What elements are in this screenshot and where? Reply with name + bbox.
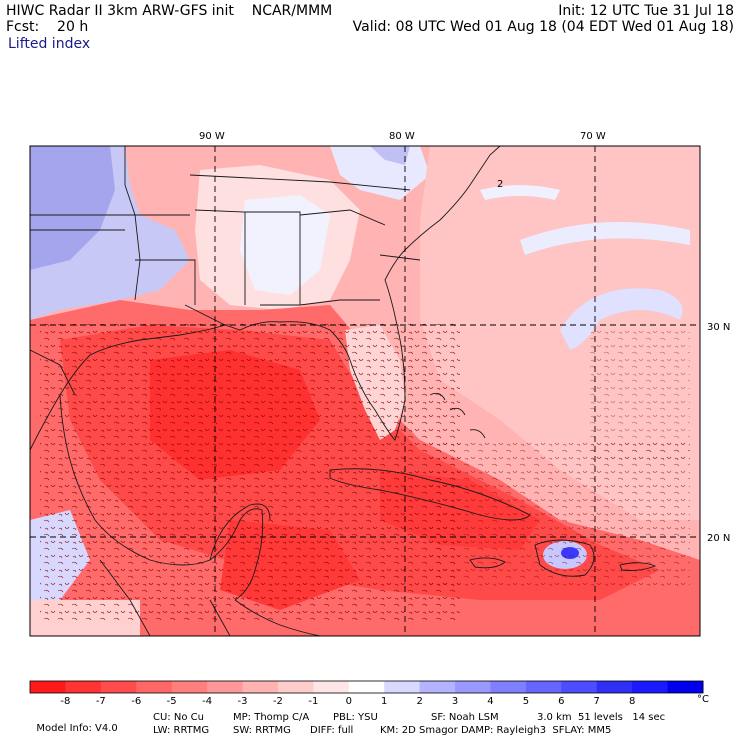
colorbar-swatch [171,681,208,693]
longwave-scheme: LW: RRTMG [153,725,210,736]
colorbar-tick-label: 2 [416,696,423,707]
colorbar-tick-label: 7 [593,696,600,707]
colorbar-tick-label: 6 [558,696,565,707]
colorbar-swatch [207,681,244,693]
init-time: Init: 12 UTC Tue 31 Jul 18 [558,3,734,19]
colorbar-tick-label: -6 [131,696,142,707]
stable-streak-2 [560,288,683,350]
shortwave-scheme: SW: RRTMG [233,725,291,736]
grid-info: 3.0 km 51 levels 14 sec [537,712,666,723]
colorbar-tick-label: -7 [95,696,106,707]
lat-label-20n: 20 N [707,533,730,544]
colorbar-swatch [596,681,633,693]
footer-line-1: Model Info: V4.0 [30,712,118,734]
field-name: Lifted index [8,36,91,52]
colorbar-swatch [277,681,314,693]
product-title: HIWC Radar II 3km ARW-GFS init NCAR/MMM [6,3,333,19]
colorbar [30,681,704,693]
colorbar-tick-label: -4 [202,696,213,707]
stable-core-plains [30,146,115,270]
model-info: Model Info: V4.0 [36,723,118,734]
colorbar-tick-label: -5 [166,696,177,707]
valid-time: Valid: 08 UTC Wed 01 Aug 18 (04 EDT Wed … [352,19,734,35]
colorbar-swatch [525,681,562,693]
neutral-region-alabama [240,195,330,295]
colorbar-tick-label: -8 [60,696,71,707]
colorbar-swatch [561,681,598,693]
lat-lon-grid [30,146,700,636]
colorbar-swatch [348,681,385,693]
diffusion-scheme: DIFF: full [310,725,354,736]
colorbar-swatch [632,681,669,693]
colorbar-swatch [136,681,173,693]
colorbar-swatch [30,681,66,693]
colorbar-swatch [100,681,137,693]
stable-core-northeast [370,146,410,165]
colorbar-tick-label: -2 [272,696,283,707]
colorbar-swatch [384,681,421,693]
colorbar-unit: °C [697,694,709,705]
colorbar-swatch [65,681,102,693]
microphysics-scheme: MP: Thomp C/A [233,712,310,723]
colorbar-frame [29,680,704,694]
colorbar-tick-label: 8 [628,696,636,707]
colorbar-tick-label: 5 [522,696,530,707]
colorbar-swatch [242,681,279,693]
lat-label-30n: 30 N [707,322,730,333]
contour-label: 2 [497,179,503,190]
colorbar-swatch [667,681,704,693]
lon-label-90w: 90 W [199,131,225,142]
colorbar-swatch [419,681,456,693]
map-frame [29,145,701,637]
cumulus-scheme: CU: No Cu [153,712,204,723]
stable-streak-3 [480,185,560,200]
colorbar-tick-label: -3 [237,696,248,707]
pbl-scheme: PBL: YSU [333,712,378,723]
lon-label-80w: 80 W [389,131,415,142]
colorbar-swatch [490,681,527,693]
colorbar-tick-label: 4 [487,696,494,707]
colorbar-tick-label: 1 [381,696,388,707]
colorbar-tick-label: -1 [308,696,319,707]
colorbar-swatch [313,681,350,693]
lon-label-70w: 70 W [580,131,606,142]
colorbar-tick-label: 3 [451,696,459,707]
forecast-hour: Fcst: 20 h [6,19,89,35]
colorbar-swatch [455,681,491,693]
stable-streak-1 [520,222,690,255]
colorbar-tick-label: 0 [345,696,352,707]
surface-scheme: SF: Noah LSM [431,712,499,723]
km-damp-sflay: KM: 2D Smagor DAMP: Rayleigh3 SFLAY: MM5 [380,725,612,736]
coastlines [30,146,657,636]
